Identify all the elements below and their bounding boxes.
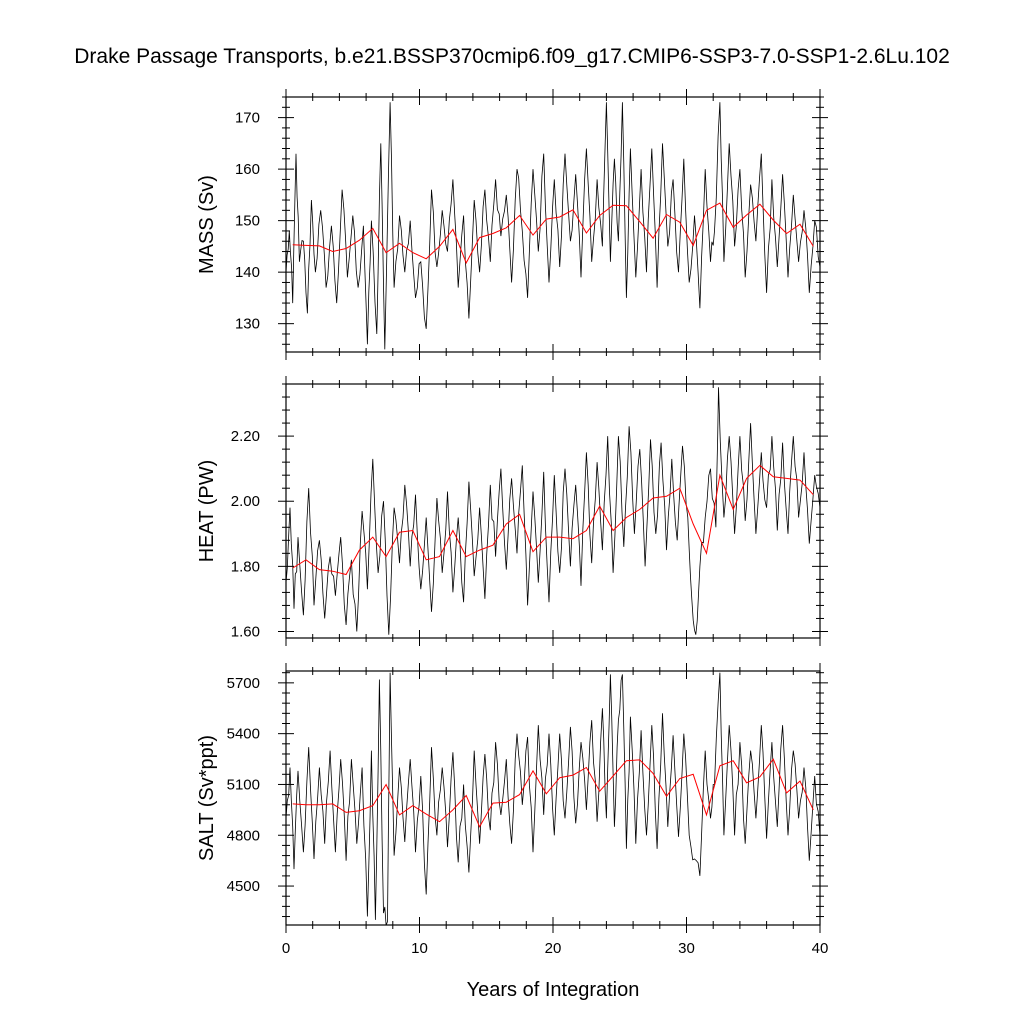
x-tick-label: 40 [812, 940, 829, 957]
x-tick-label: 0 [282, 940, 290, 957]
y-tick-label: 1.60 [231, 623, 260, 640]
mass-annual-mean-series [292, 202, 814, 265]
x-tick-label: 10 [411, 940, 428, 957]
salt-monthly-series [286, 672, 820, 925]
heat-y-axis-title: HEAT (PW) [196, 460, 218, 563]
y-tick-label: 4800 [227, 827, 260, 844]
mass-panel: 130 140 150 160 170 MASS (Sv) [196, 89, 828, 360]
y-tick-label: 4500 [227, 878, 260, 895]
x-axis-title: Years of Integration [467, 979, 640, 1001]
mass-monthly-series [286, 102, 820, 350]
salt-plot-frame [285, 670, 821, 926]
y-tick-label: 2.00 [231, 493, 260, 510]
y-tick-label: 5700 [227, 675, 260, 692]
y-tick-label: 5100 [227, 776, 260, 793]
y-tick-label: 1.80 [231, 558, 260, 575]
chart-title: Drake Passage Transports, b.e21.BSSP370c… [74, 45, 950, 68]
y-tick-label: 160 [235, 161, 260, 178]
heat-annual-mean-series [292, 464, 814, 576]
x-tick-label: 30 [678, 940, 695, 957]
y-tick-label: 5400 [227, 726, 260, 743]
y-tick-label: 130 [235, 316, 260, 333]
salt-annual-mean-series [292, 758, 814, 828]
x-tick-label: 20 [545, 940, 562, 957]
y-tick-label: 150 [235, 213, 260, 230]
y-tick-label: 140 [235, 264, 260, 281]
y-tick-label: 170 [235, 110, 260, 127]
heat-monthly-series [286, 387, 820, 635]
salt-y-axis-title: SALT (Sv*ppt) [196, 735, 218, 861]
y-tick-label: 2.20 [231, 428, 260, 445]
heat-panel: 1.60 1.80 2.00 2.20 HEAT (PW) [196, 376, 828, 646]
salt-panel: 0 10 20 30 40 4500 4800 5100 5400 5700 SALT (Sv*pp… [196, 663, 828, 957]
mass-y-axis-title: MASS (Sv) [196, 175, 218, 274]
